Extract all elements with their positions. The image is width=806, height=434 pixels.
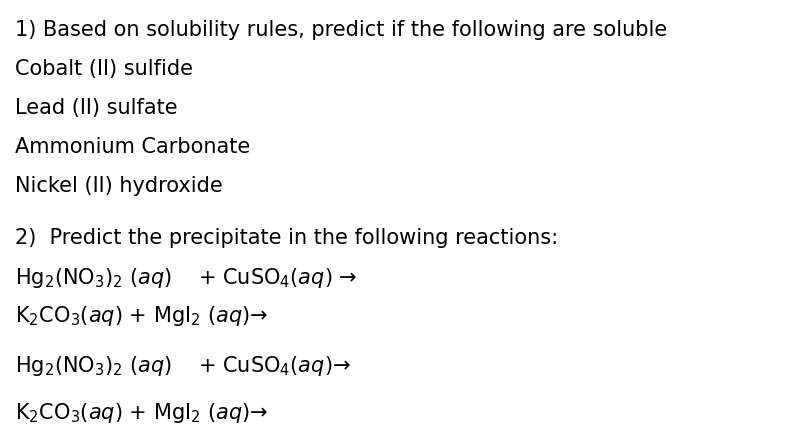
Text: Nickel (II) hydroxide: Nickel (II) hydroxide xyxy=(15,176,222,196)
Text: $\mathrm{K_2CO_3}$$\mathit{(aq)}$ + $\mathrm{MgI_2}$ $\mathit{(aq)}$→: $\mathrm{K_2CO_3}$$\mathit{(aq)}$ + $\ma… xyxy=(15,304,268,328)
Text: 1) Based on solubility rules, predict if the following are soluble: 1) Based on solubility rules, predict if… xyxy=(15,20,667,39)
Text: Cobalt (II) sulfide: Cobalt (II) sulfide xyxy=(15,59,193,79)
Text: 2)  Predict the precipitate in the following reactions:: 2) Predict the precipitate in the follow… xyxy=(15,228,558,248)
Text: $\mathrm{Hg_2(NO_3)_2}$ $\mathit{(aq)}$    + $\mathrm{CuSO_4}$$\mathit{(aq)}$ →: $\mathrm{Hg_2(NO_3)_2}$ $\mathit{(aq)}$ … xyxy=(15,266,357,289)
Text: Ammonium Carbonate: Ammonium Carbonate xyxy=(15,137,250,157)
Text: Lead (II) sulfate: Lead (II) sulfate xyxy=(15,98,177,118)
Text: $\mathrm{K_2CO_3}$$\mathit{(aq)}$ + $\mathrm{MgI_2}$ $\mathit{(aq)}$→: $\mathrm{K_2CO_3}$$\mathit{(aq)}$ + $\ma… xyxy=(15,401,268,425)
Text: $\mathrm{Hg_2(NO_3)_2}$ $\mathit{(aq)}$    + $\mathrm{CuSO_4}$$\mathit{(aq)}$→: $\mathrm{Hg_2(NO_3)_2}$ $\mathit{(aq)}$ … xyxy=(15,354,350,378)
